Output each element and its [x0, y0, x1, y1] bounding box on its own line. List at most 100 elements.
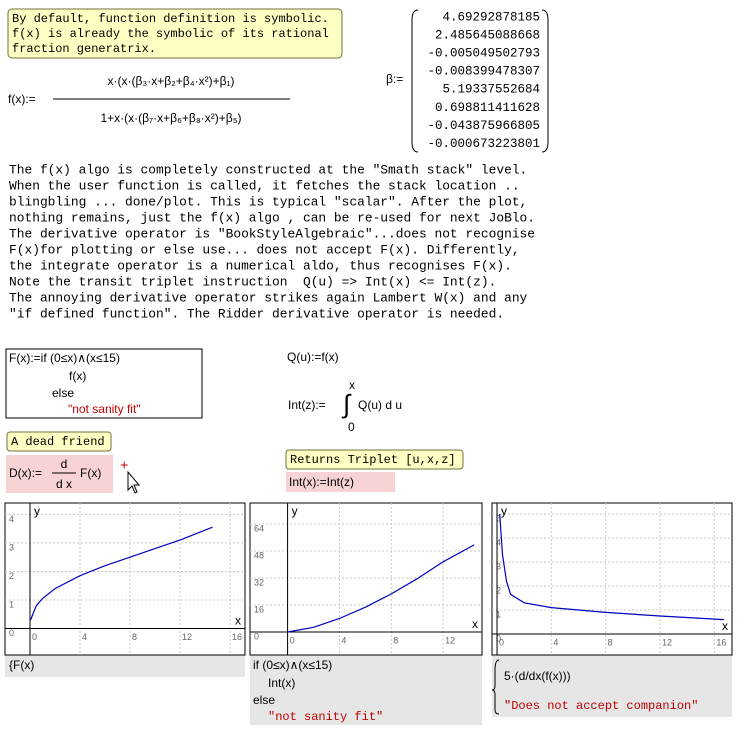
formula-lhs: f(x):= [8, 92, 36, 106]
y-tick-label: 0 [254, 631, 259, 641]
mouse-cursor [127, 470, 141, 494]
note-box [7, 8, 343, 59]
denominator: d x [56, 477, 72, 491]
y-tick-label: 3 [9, 542, 14, 552]
matrix-entry: 0.698811411628 [435, 101, 540, 115]
x-tick-label: 8 [608, 637, 613, 647]
formula: Int(x):=Int(z) [289, 475, 354, 489]
y-axis-label: y [501, 504, 507, 518]
texts: f(x):= x·(x·(β₃·x+β₂+β₄·x²)+β₁) 1+x·(x·(… [8, 72, 456, 491]
y-tick-label: 0 [496, 633, 501, 643]
curve [287, 544, 475, 633]
x-tick-label: 12 [445, 635, 455, 645]
matrix-entry: -0.005049502793 [427, 46, 540, 60]
matrix-entry: -0.043875966805 [427, 119, 540, 133]
description-line: The annoying derivative operator strikes… [9, 290, 528, 305]
y-tick-label: 32 [254, 577, 264, 587]
note-text: A dead friend [11, 435, 105, 449]
y-tick-label: 48 [254, 550, 264, 560]
integral-upper: x [349, 378, 355, 392]
x-axis-label: x [472, 617, 478, 631]
x-tick-label: 12 [182, 632, 192, 642]
y-tick-label: 1 [496, 609, 501, 619]
note-text: Returns Triplet [u,x,z] [290, 453, 456, 467]
definition-box [5, 348, 203, 419]
curve [30, 526, 213, 621]
curve [499, 513, 724, 621]
expression-line: {F(x) [9, 658, 34, 672]
description-line: the integrate operator is a numerical al… [9, 258, 512, 273]
formula-rhs: F(x) [80, 466, 101, 480]
description-line: The derivative operator is "BookStyleAlg… [9, 226, 535, 241]
numerator: x·(x·(β₃·x+β₂+β₄·x²)+β₁) [107, 74, 234, 88]
x-tick-label: 0 [32, 632, 37, 642]
x-tick-label: 0 [499, 637, 504, 647]
description-line: F(x)for plotting or else use... does not… [9, 242, 520, 257]
note-text: fraction generatrix. [12, 42, 156, 56]
y-tick-label: 2 [9, 571, 14, 581]
x-tick-label: 16 [716, 637, 726, 647]
integral-lower: 0 [348, 420, 355, 434]
x-tick-label: 0 [290, 635, 295, 645]
brace [491, 659, 500, 715]
denominator: 1+x·(x·(β₇·x+β₆+β₈·x²)+β₅) [100, 111, 241, 125]
definition-line: f(x) [69, 369, 86, 383]
expression-region [492, 655, 732, 717]
definition-line: "not sanity fit" [68, 402, 141, 416]
integral-sign: ∫ [341, 389, 352, 419]
matrix-entry: 2.485645088668 [435, 28, 540, 42]
note-text: By default, function definition is symbo… [12, 12, 329, 26]
x-axis-label: x [235, 614, 241, 628]
expression-line: 5·(d/dx(f(x))) [504, 669, 571, 683]
marker: + [120, 459, 128, 475]
formula: Q(u):=f(x) [287, 350, 339, 364]
description-line: nothing remains, just the f(x) algo , ca… [9, 210, 535, 225]
x-tick-label: 16 [232, 632, 242, 642]
y-tick-label: 1 [9, 599, 14, 609]
y-tick-label: 4 [496, 537, 501, 547]
plot-area [4, 502, 246, 656]
formula-lhs: D(x):= [9, 466, 42, 480]
x-tick-label: 8 [132, 632, 137, 642]
x-tick-label: 12 [662, 637, 672, 647]
y-tick-label: 4 [9, 514, 14, 524]
integrand: Q(u) d u [358, 398, 402, 412]
numerator: d [61, 457, 68, 471]
description-line: "if defined function". The Ridder deriva… [9, 306, 504, 321]
y-tick-label: 5 [496, 513, 501, 523]
expression-line: else [253, 693, 275, 707]
y-axis-label: y [292, 504, 298, 518]
expression-line: if (0≤x)∧(x≤15) [253, 658, 332, 672]
x-tick-label: 4 [341, 635, 346, 645]
expression-line: Int(x) [268, 676, 295, 690]
definition-line: F(x):=if (0≤x)∧(x≤15) [9, 351, 120, 365]
matrix-bracket [411, 9, 549, 153]
definition-line: else [52, 386, 74, 400]
error-region [286, 472, 395, 492]
expression-line: "Does not accept companion" [504, 699, 698, 713]
y-tick-label: 64 [254, 523, 264, 533]
matrix-entry: -0.000673223801 [427, 137, 540, 151]
x-tick-label: 4 [553, 637, 558, 647]
note-box [6, 431, 112, 452]
description-line: blingbling ... done/plot. This is typica… [9, 194, 527, 209]
y-axis-label: y [34, 504, 40, 518]
x-tick-label: 4 [82, 632, 87, 642]
error-region [6, 455, 113, 493]
description-line: Note the transit triplet instruction Q(u… [9, 274, 496, 289]
matrix-label: β:= [386, 72, 403, 86]
matrix-entry: -0.008399478307 [427, 65, 540, 79]
matrix-entry: 5.19337552684 [442, 83, 540, 97]
note-box [285, 449, 464, 470]
expression-region [5, 655, 245, 677]
formula-lhs: Int(z):= [288, 398, 326, 412]
x-tick-label: 8 [393, 635, 398, 645]
description-line: When the user function is called, it fet… [9, 178, 520, 193]
expression-line: "not sanity fit" [268, 710, 383, 724]
y-tick-label: 16 [254, 604, 264, 614]
plot-area [491, 502, 733, 656]
matrix-entry: 4.69292878185 [442, 10, 540, 24]
x-axis-label: x [722, 619, 728, 633]
y-tick-label: 3 [496, 561, 501, 571]
